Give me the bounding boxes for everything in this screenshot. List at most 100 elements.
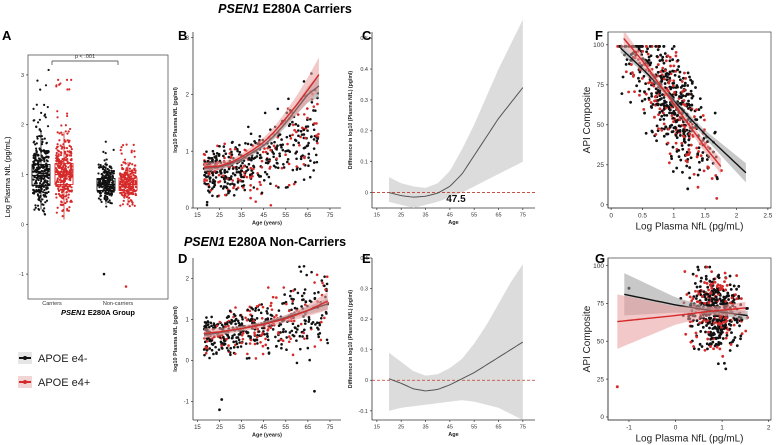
data-point-e4neg xyxy=(291,168,295,172)
x-tick-label: 0 xyxy=(674,425,678,432)
jitter-point-carrier xyxy=(32,188,35,191)
jitter-point-noncarrier xyxy=(123,181,126,184)
jitter-point-noncarrier xyxy=(123,186,126,189)
data-point-e4pos xyxy=(689,340,693,344)
data-point-e4neg xyxy=(670,123,674,127)
jitter-point-carrier xyxy=(67,175,70,178)
data-point-e4pos xyxy=(315,273,319,277)
data-point-e4pos xyxy=(708,283,712,287)
y-tick-label: 25 xyxy=(597,376,605,383)
jitter-point-carrier xyxy=(32,167,35,170)
data-point-e4pos xyxy=(240,333,244,337)
data-point-e4pos xyxy=(316,141,319,145)
data-point-e4pos xyxy=(204,345,208,349)
data-point-e4neg xyxy=(274,165,278,169)
panel-label-e: E xyxy=(362,251,371,266)
data-point-e4neg xyxy=(739,337,742,341)
data-point-e4pos xyxy=(260,165,264,169)
jitter-point-carrier xyxy=(40,179,43,183)
data-point-e4pos xyxy=(300,126,304,130)
data-point-e4neg xyxy=(621,75,625,79)
jitter-point-carrier xyxy=(64,175,67,178)
jitter-point-carrier xyxy=(46,160,49,163)
x-tick-label: 2.5 xyxy=(763,213,772,220)
data-point-e4neg xyxy=(316,137,320,140)
jitter-point-noncarrier xyxy=(105,195,109,198)
jitter-point-carrier xyxy=(37,167,41,170)
data-point-e4neg xyxy=(249,143,253,146)
jitter-point-carrier xyxy=(40,172,43,175)
data-point-e4neg xyxy=(236,179,240,183)
jitter-point-carrier xyxy=(64,140,67,143)
data-point-e4neg xyxy=(637,76,640,80)
data-point-e4pos xyxy=(234,306,237,309)
data-point-e4neg xyxy=(737,284,741,288)
jitter-point-noncarrier xyxy=(112,170,115,173)
jitter-point-noncarrier xyxy=(127,186,130,189)
jitter-point-carrier xyxy=(55,169,58,172)
jitter-point-carrier xyxy=(65,200,69,203)
panel-a-frame xyxy=(27,54,169,300)
data-point-e4neg xyxy=(203,160,207,163)
data-point-e4neg xyxy=(714,301,718,305)
jitter-point-carrier xyxy=(57,158,61,161)
data-point-e4neg xyxy=(210,156,214,160)
data-point-e4neg xyxy=(677,65,681,68)
jitter-point-noncarrier xyxy=(108,193,111,196)
data-point-e4neg xyxy=(222,337,226,341)
data-point-e4neg xyxy=(312,138,316,141)
data-point-e4neg xyxy=(665,114,669,117)
data-point-e4neg xyxy=(715,177,719,181)
data-point-e4neg xyxy=(228,178,231,181)
x-tick-label: 1 xyxy=(672,213,676,220)
jitter-point-carrier xyxy=(56,178,59,181)
jitter-point-carrier xyxy=(32,164,35,167)
data-point-e4pos xyxy=(683,125,687,129)
data-point-e4neg xyxy=(706,321,710,325)
y-tick-label: 3 xyxy=(186,36,190,42)
data-point-e4neg xyxy=(239,173,243,177)
data-point-e4pos xyxy=(251,174,254,178)
jitter-point-carrier xyxy=(66,132,69,135)
data-point-e4neg xyxy=(241,161,244,165)
data-point-e4neg xyxy=(323,284,326,288)
jitter-point-noncarrier xyxy=(100,172,104,176)
jitter-point-noncarrier xyxy=(103,159,106,162)
data-point-e4neg xyxy=(713,130,717,134)
data-point-e4neg xyxy=(307,316,311,319)
data-point-e4neg xyxy=(698,289,702,293)
x-axis-label: Log Plasma NfL (pg/mL) xyxy=(635,222,743,233)
x-tick-label: 65 xyxy=(495,425,501,431)
data-point-e4neg xyxy=(693,282,697,285)
jitter-point-carrier xyxy=(56,131,59,134)
data-point-e4neg xyxy=(714,295,718,299)
data-point-e4neg xyxy=(265,310,268,313)
jitter-point-noncarrier xyxy=(108,172,111,175)
data-point-e4neg xyxy=(700,301,704,305)
data-point-e4neg xyxy=(233,314,237,317)
data-point-e4neg xyxy=(310,270,313,274)
data-point-e4pos xyxy=(287,340,291,344)
data-point-e4neg xyxy=(259,311,263,315)
data-point-e4neg xyxy=(723,325,727,329)
jitter-point-carrier xyxy=(37,188,40,191)
data-point-e4neg xyxy=(683,84,687,88)
data-point-e4neg xyxy=(277,324,281,327)
jitter-point-carrier xyxy=(70,78,73,81)
data-point-e4pos xyxy=(695,146,699,150)
data-point-e4neg xyxy=(732,284,736,288)
data-point-e4neg xyxy=(711,333,715,337)
jitter-point-noncarrier xyxy=(134,169,137,172)
jitter-point-carrier xyxy=(57,189,61,193)
jitter-point-carrier xyxy=(32,156,35,159)
data-point-e4neg xyxy=(660,79,664,83)
data-point-e4pos xyxy=(638,93,641,97)
jitter-point-noncarrier xyxy=(129,192,133,195)
data-point-e4neg xyxy=(266,338,270,342)
data-point-e4pos xyxy=(682,135,686,139)
jitter-point-carrier xyxy=(34,143,37,146)
jitter-point-carrier xyxy=(36,135,39,138)
data-point-e4pos xyxy=(692,172,696,176)
jitter-point-carrier xyxy=(36,137,39,140)
data-point-e4neg xyxy=(222,154,225,158)
